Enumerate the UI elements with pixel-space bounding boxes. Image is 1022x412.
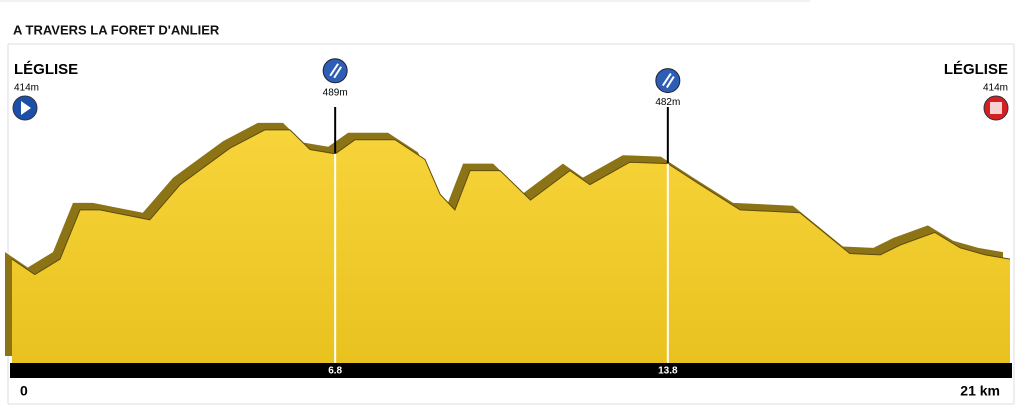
play-glyph — [21, 101, 31, 115]
x-tick-label: 21 km — [960, 383, 1000, 399]
sprint-glyph — [661, 73, 675, 89]
elevation-label: 482m — [655, 97, 680, 108]
profile-fill — [12, 129, 1010, 363]
elevation-label: 414m — [14, 83, 39, 94]
x-tick-label: 0 — [20, 383, 28, 399]
x-tick-label: 6.8 — [328, 366, 342, 377]
distance-bar — [10, 363, 1012, 378]
elevation-label: 414m — [983, 83, 1008, 94]
x-tick-label: 13.8 — [658, 366, 678, 377]
place-name: LÉGLISE — [944, 61, 1008, 78]
sprint-icon — [655, 68, 681, 94]
profile-line — [11, 129, 1011, 276]
chart-title: A TRAVERS LA FORET D'ANLIER — [13, 22, 220, 37]
plot: 0 6.8 13.8 21 km LÉGLISE 414m 489m 482m LÉGLISE 4… — [5, 58, 1012, 399]
elevation-label: 489m — [323, 87, 348, 98]
sprint-icon — [322, 58, 348, 84]
place-name: LÉGLISE — [14, 61, 78, 78]
sprint-glyph — [329, 63, 343, 79]
flag-glyph — [990, 102, 1002, 114]
